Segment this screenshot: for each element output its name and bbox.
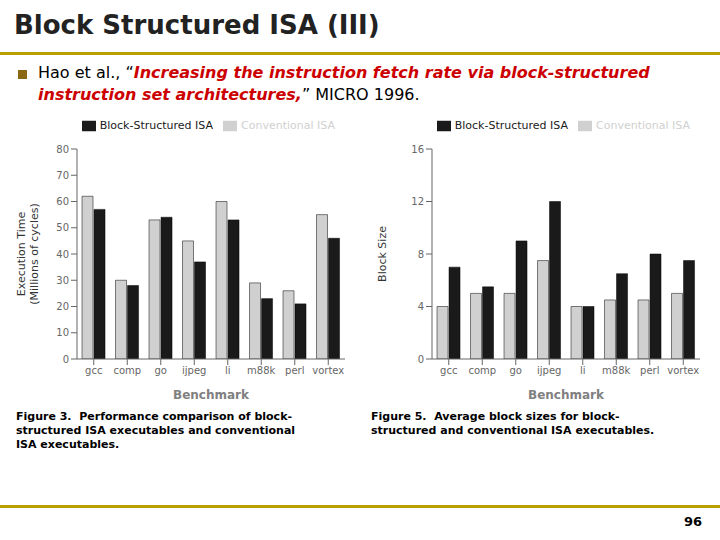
svg-text:comp: comp bbox=[468, 365, 496, 376]
svg-text:0: 0 bbox=[63, 354, 69, 365]
svg-text:li: li bbox=[225, 365, 231, 376]
html-text:96: 96 bbox=[683, 514, 702, 529]
svg-text:16: 16 bbox=[411, 144, 424, 155]
svg-text:70: 70 bbox=[56, 170, 69, 181]
html-text:structured and conventional IS: structured and conventional ISA executab… bbox=[371, 424, 655, 437]
svg-text:10: 10 bbox=[56, 327, 69, 338]
svg-text:20: 20 bbox=[56, 301, 69, 312]
svg-text:60: 60 bbox=[56, 196, 69, 207]
svg-text:go: go bbox=[155, 365, 167, 376]
svg-text:m88k: m88k bbox=[247, 365, 275, 376]
svg-text:go: go bbox=[510, 365, 522, 376]
svg-text:40: 40 bbox=[56, 249, 69, 260]
html-text:Block-Structured ISA: Block-Structured ISA bbox=[99, 119, 213, 132]
html-text:Conventional ISA: Conventional ISA bbox=[596, 119, 690, 132]
html-text:structured ISA executables and: structured ISA executables and conventio… bbox=[16, 424, 296, 437]
svg-text:perl: perl bbox=[640, 365, 659, 376]
html-text:Figure 5. Average block sizes: Figure 5. Average block sizes for block- bbox=[371, 410, 620, 423]
html-text:Hao et al., “ Increasing the i: Hao et al., “ Increasing the instruction… bbox=[38, 63, 650, 104]
svg-text:8: 8 bbox=[418, 249, 424, 260]
svg-text:80: 80 bbox=[56, 144, 69, 155]
svg-text:Block Size: Block Size bbox=[376, 226, 389, 282]
svg-text:50: 50 bbox=[56, 222, 69, 233]
svg-text:Benchmark: Benchmark bbox=[173, 388, 250, 402]
html-text:Figure 3. Performance comparis: Figure 3. Performance comparison of bloc… bbox=[16, 410, 292, 423]
svg-text:m88k: m88k bbox=[602, 365, 630, 376]
html-text:Conventional ISA: Conventional ISA bbox=[241, 119, 335, 132]
svg-text:comp: comp bbox=[113, 365, 141, 376]
svg-text:gcc: gcc bbox=[440, 365, 457, 376]
svg-text:4: 4 bbox=[418, 301, 424, 312]
svg-text:vortex: vortex bbox=[667, 365, 699, 376]
html-text:Block Structured ISA (III): Block Structured ISA (III) bbox=[14, 10, 380, 40]
svg-text:30: 30 bbox=[56, 275, 69, 286]
svg-text:perl: perl bbox=[285, 365, 304, 376]
svg-text:Benchmark: Benchmark bbox=[528, 388, 605, 402]
html-text:ISA executables.: ISA executables. bbox=[16, 438, 120, 451]
svg-text:ijpeg: ijpeg bbox=[182, 365, 206, 376]
svg-text:vortex: vortex bbox=[312, 365, 344, 376]
svg-text:12: 12 bbox=[411, 196, 424, 207]
svg-text:ijpeg: ijpeg bbox=[537, 365, 561, 376]
html-text:Block-Structured ISA: Block-Structured ISA bbox=[454, 119, 568, 132]
svg-text:gcc: gcc bbox=[85, 365, 102, 376]
svg-text:Execution Time(Millions of cyc: Execution Time(Millions of cycles) bbox=[15, 203, 41, 305]
svg-text:li: li bbox=[580, 365, 586, 376]
svg-text:0: 0 bbox=[418, 354, 424, 365]
